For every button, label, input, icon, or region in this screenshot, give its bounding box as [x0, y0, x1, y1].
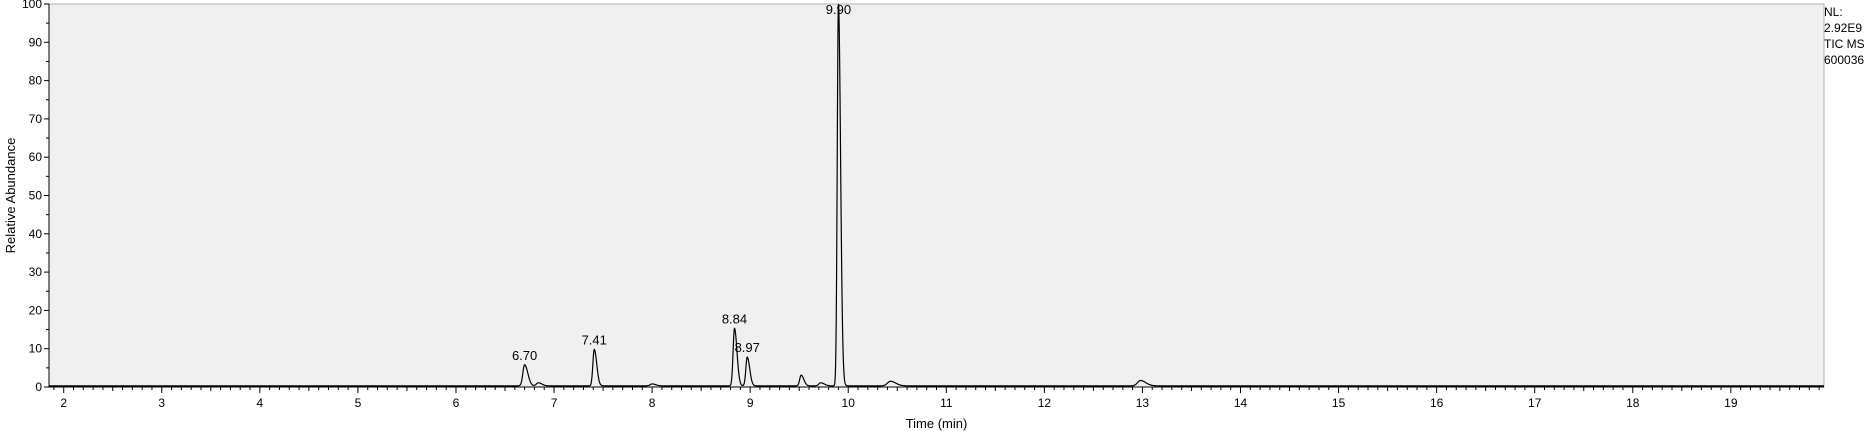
x-tick-label: 3 — [158, 396, 165, 410]
y-tick-label: 90 — [29, 35, 43, 49]
x-tick-label: 7 — [551, 396, 558, 410]
x-tick-label: 6 — [453, 396, 460, 410]
y-tick-label: 30 — [29, 265, 43, 279]
y-tick-label: 70 — [29, 112, 43, 126]
x-tick-label: 12 — [1038, 396, 1052, 410]
plot-area — [48, 3, 1825, 388]
peak-label: 9.90 — [826, 2, 851, 17]
y-tick-label: 60 — [29, 150, 43, 164]
x-tick-label: 16 — [1430, 396, 1444, 410]
x-axis: 2 3 4 5 6 7 8 9 10 11 12 13 14 15 16 17 18 19 — [49, 386, 1824, 410]
y-tick-label: 0 — [35, 380, 42, 394]
x-axis-title: Time (min) — [906, 416, 968, 431]
peak-labels: 6.70 7.41 8.84 8.97 9.90 — [512, 2, 851, 363]
x-tick-label: 19 — [1724, 396, 1738, 410]
x-tick-label: 17 — [1528, 396, 1542, 410]
x-tick-label: 14 — [1234, 396, 1248, 410]
scan-info-panel: NL: 2.92E9 TIC MS 600036 — [1824, 4, 1868, 68]
x-tick-label: 5 — [355, 396, 362, 410]
x-tick-label: 8 — [649, 396, 656, 410]
file-id: 600036 — [1824, 53, 1865, 67]
peak-label: 7.41 — [582, 332, 607, 347]
x-tick-label: 15 — [1332, 396, 1346, 410]
nl-value: 2.92E9 — [1824, 21, 1863, 35]
y-tick-label: 100 — [22, 0, 42, 11]
x-tick-label: 13 — [1136, 396, 1150, 410]
y-tick-label: 20 — [29, 303, 43, 317]
x-tick-label: 9 — [747, 396, 754, 410]
peak-label: 8.97 — [735, 340, 760, 355]
tic-trace-line — [49, 3, 1824, 387]
x-tick-label: 11 — [940, 396, 953, 410]
y-tick-label: 10 — [29, 342, 43, 356]
y-tick-label: 50 — [29, 189, 43, 203]
nl-label: NL: — [1824, 5, 1843, 19]
y-tick-label: 40 — [29, 227, 43, 241]
peak-label: 8.84 — [722, 311, 747, 326]
x-tick-label: 18 — [1626, 396, 1640, 410]
x-tick-label: 4 — [256, 396, 263, 410]
y-axis-title: Relative Abundance — [3, 138, 18, 254]
peak-label: 6.70 — [512, 348, 537, 363]
y-tick-label: 80 — [29, 74, 43, 88]
trace-type: TIC MS — [1824, 37, 1865, 51]
y-axis: 0 10 20 30 40 50 60 70 80 90 100 — [22, 0, 50, 394]
x-tick-label: 2 — [60, 396, 67, 410]
x-tick-label: 10 — [842, 396, 856, 410]
